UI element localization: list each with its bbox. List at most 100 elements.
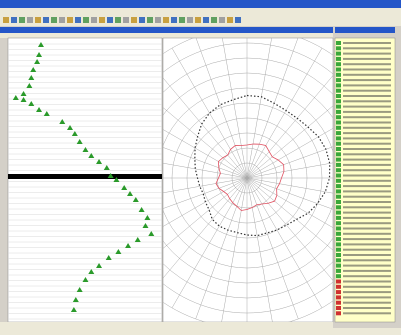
marker (138, 207, 145, 212)
row-marker (336, 136, 341, 141)
grid-spoke (246, 177, 273, 322)
marker (36, 52, 43, 57)
toolbar-button (19, 17, 25, 23)
row-text (343, 269, 391, 272)
row-marker (336, 46, 341, 51)
toolbar-button (43, 17, 49, 23)
row-marker (336, 62, 341, 67)
grid-spoke (246, 177, 323, 309)
document-tabs[interactable] (0, 33, 333, 38)
marker (20, 97, 27, 102)
row-marker (336, 263, 341, 268)
toolbar-button (195, 17, 201, 23)
row-marker (336, 104, 341, 109)
row-text (343, 137, 391, 140)
bottom-tabs[interactable] (0, 322, 333, 328)
row-text (343, 57, 391, 60)
row-text (343, 68, 391, 71)
marker (30, 67, 37, 72)
series-line (215, 143, 285, 211)
row-marker (336, 120, 341, 125)
toolbar-button (51, 17, 57, 23)
row-marker (336, 147, 341, 151)
row-marker (336, 194, 341, 199)
toolbar-button (115, 17, 121, 23)
row-marker (336, 168, 341, 173)
row-text (343, 307, 391, 309)
grid-spoke (246, 75, 333, 179)
grid-spoke (163, 107, 248, 179)
row-marker (336, 88, 341, 93)
toolbar-button (155, 17, 161, 23)
toolbar-button (91, 17, 97, 23)
row-marker (336, 125, 341, 130)
row-marker (336, 51, 341, 56)
row-marker (336, 290, 341, 295)
grid-spoke (246, 177, 333, 281)
toolbar-button (3, 17, 9, 23)
grid-spoke (246, 162, 333, 179)
row-marker (336, 67, 341, 72)
marker (12, 95, 19, 100)
row-text (343, 110, 391, 113)
row-text (343, 179, 391, 182)
row-text (343, 222, 391, 225)
row-marker (336, 268, 341, 273)
grid-spoke (195, 177, 248, 320)
row-marker (336, 242, 341, 247)
marker (148, 231, 155, 236)
row-text (343, 169, 391, 172)
toolbar-button (227, 17, 233, 23)
marker (144, 215, 151, 220)
toolbar-button (211, 17, 217, 23)
row-marker (336, 56, 341, 61)
row-marker (336, 189, 341, 194)
row-text (343, 280, 391, 283)
row-marker (336, 258, 341, 263)
row-text (343, 116, 391, 119)
row-text (343, 195, 391, 198)
row-text (343, 100, 391, 103)
strip-plot (8, 42, 162, 320)
row-marker (336, 253, 341, 257)
row-text (343, 105, 391, 108)
polar-plot (163, 38, 333, 322)
marker (76, 287, 83, 292)
row-marker (336, 205, 341, 210)
marker (115, 249, 122, 254)
row-text (343, 153, 391, 156)
row-marker (336, 284, 341, 289)
marker (28, 101, 35, 106)
toolbar-button (219, 17, 225, 23)
toolbar-button (67, 17, 73, 23)
row-marker (336, 173, 341, 178)
row-text (343, 47, 391, 50)
strip-panel (7, 37, 163, 323)
grid-spoke (246, 128, 333, 179)
grid-spoke (246, 177, 299, 320)
menu-bar (0, 8, 401, 15)
toolbar-button (27, 17, 33, 23)
series-line (194, 94, 331, 237)
row-text (343, 275, 391, 278)
row-marker (336, 221, 341, 226)
row-text (343, 201, 391, 203)
table-rows (336, 41, 391, 316)
marker (36, 107, 43, 112)
grid-spoke (163, 77, 248, 179)
row-marker (336, 141, 341, 146)
marker (59, 119, 66, 124)
row-marker (336, 115, 341, 120)
row-text (343, 121, 391, 124)
toolbar-button (139, 17, 145, 23)
marker (71, 131, 78, 136)
toolbar-button (59, 17, 65, 23)
toolbar-button (123, 17, 129, 23)
row-text (343, 301, 391, 304)
row-marker (336, 226, 341, 231)
row-text (343, 148, 391, 150)
row-marker (336, 247, 341, 252)
row-text (343, 79, 391, 82)
marker (67, 125, 73, 130)
